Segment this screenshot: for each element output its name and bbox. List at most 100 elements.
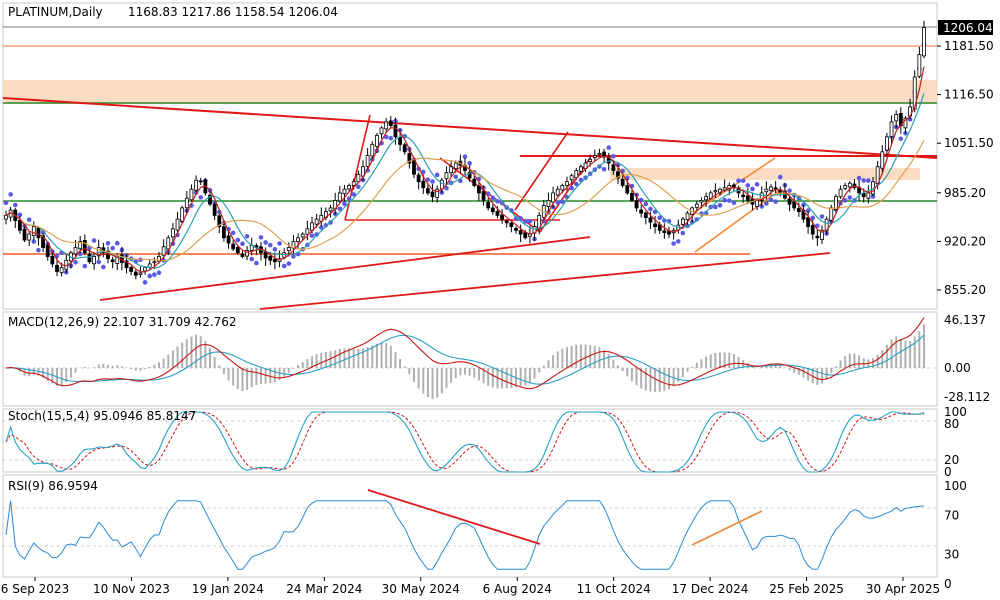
candle (198, 177, 203, 186)
sar-dot (462, 154, 468, 159)
sar-dot (114, 240, 120, 246)
sar-dot (611, 154, 616, 159)
y-tick-label: 1116.50 (944, 88, 994, 102)
candle (565, 176, 569, 191)
candle (222, 220, 226, 242)
candle (245, 246, 249, 261)
candle (226, 229, 231, 249)
candle (365, 147, 370, 169)
sar-dot (870, 194, 876, 199)
candle (240, 250, 245, 259)
sar-dot (717, 202, 723, 208)
rsi-tick-label: 0 (944, 577, 952, 591)
candle (639, 205, 644, 218)
candle (903, 116, 908, 134)
rsi-title: RSI(9) 86.9594 (8, 479, 98, 493)
candle (592, 149, 597, 162)
sar-dot (759, 204, 765, 209)
sar-dot (648, 206, 653, 212)
candle (337, 185, 342, 204)
macd-tick-label: -28.112 (944, 390, 990, 404)
sar-dot (805, 208, 811, 213)
candle (518, 224, 523, 243)
sar-dot (453, 174, 459, 180)
sar-dot (235, 237, 241, 243)
sar-dot (856, 175, 862, 181)
candle (50, 250, 55, 268)
candle (555, 186, 560, 198)
resistance-zone (3, 80, 937, 104)
trendline-down (2, 97, 938, 159)
stoch-title: Stoch(15,5,4) 95.0946 85.8147 (8, 409, 196, 423)
candle (106, 246, 110, 264)
sar-dot (230, 230, 236, 236)
candle (82, 234, 87, 256)
stoch-signal-line (5, 411, 925, 473)
candle (894, 110, 899, 129)
sar-dot (73, 259, 78, 265)
macd-title: MACD(12,26,9) 22.107 31.709 42.762 (8, 315, 237, 329)
candle (889, 115, 894, 145)
rsi-tick-label: 30 (944, 548, 959, 562)
sar-dot (569, 185, 574, 191)
sar-dot (722, 197, 727, 203)
x-tick-label: 10 Nov 2023 (93, 582, 170, 596)
candle (393, 117, 398, 145)
sar-dot (866, 178, 871, 183)
sar-dot (522, 219, 528, 224)
candle (569, 173, 574, 184)
supply-zone (610, 168, 920, 180)
candle (885, 132, 889, 157)
sar-dot (156, 270, 162, 276)
stoch-main-line (5, 411, 925, 473)
stoch-tick-label: 80 (944, 417, 959, 431)
candle (175, 212, 180, 233)
candle (296, 233, 300, 249)
sar-dot (490, 195, 496, 201)
candle (472, 175, 477, 188)
price-candles (4, 20, 926, 280)
sar-dot (337, 206, 343, 212)
sar-dot (152, 272, 157, 278)
ohlc-values: 1168.83 1217.86 1158.54 1206.04 (128, 5, 338, 19)
sar-dot (745, 183, 751, 188)
candle (444, 166, 449, 184)
sar-dot (346, 196, 352, 202)
sar-dot (740, 178, 746, 184)
candle (305, 220, 310, 241)
sar-dot (17, 212, 23, 218)
candle (653, 215, 657, 234)
sar-dot (272, 247, 278, 252)
main-y-axis: 1181.50 1116.50 1051.50 985.20 920.20 855.20 (937, 39, 994, 297)
sar-dot (777, 174, 783, 180)
candle (486, 197, 491, 211)
sar-dot (420, 169, 426, 175)
sar-dot (736, 178, 741, 184)
candle (430, 184, 435, 203)
sar-dot (713, 204, 718, 210)
candle (416, 172, 421, 190)
x-tick-label: 6 Aug 2024 (483, 582, 552, 596)
sar-dot (754, 182, 760, 187)
candle (166, 235, 171, 256)
main-title: PLATINUM,Daily (8, 5, 103, 19)
rsi-line (5, 500, 925, 570)
x-tick-label: 17 Dec 2024 (672, 582, 749, 596)
sar-dot (750, 186, 755, 192)
candle (208, 189, 212, 207)
x-tick-label: 19 Jan 2024 (192, 582, 264, 596)
y-tick-label: 920.20 (944, 234, 986, 248)
candle (402, 142, 407, 155)
sar-dot (198, 195, 204, 200)
sar-dot (342, 201, 347, 207)
rsi-tick-label: 100 (944, 479, 967, 493)
candle (407, 147, 412, 169)
candle (509, 221, 514, 233)
sar-dot (527, 219, 533, 224)
candle (745, 187, 750, 204)
sar-dot (388, 135, 394, 141)
sar-dot (434, 172, 440, 178)
candle (212, 202, 217, 221)
sar-dot (861, 178, 867, 183)
